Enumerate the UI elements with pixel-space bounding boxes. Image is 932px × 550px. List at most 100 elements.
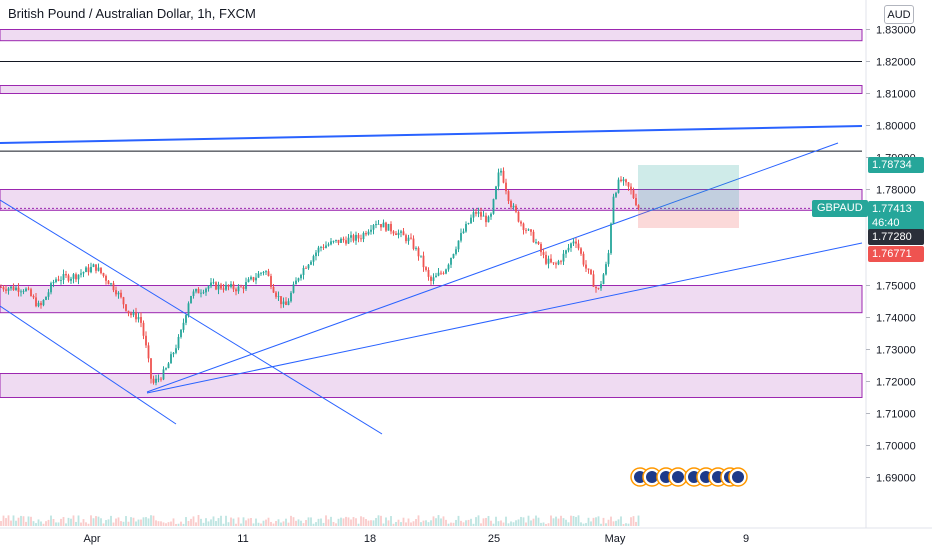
candle-body <box>102 273 105 276</box>
candle-body <box>282 301 285 305</box>
candle-body <box>577 243 580 249</box>
volume-bar <box>382 523 385 526</box>
volume-bar <box>140 519 142 526</box>
candle-body <box>97 267 100 271</box>
volume-bar <box>455 519 457 526</box>
price-tick-label: 1.74000 <box>876 313 916 325</box>
volume-bar <box>367 520 370 526</box>
volume-bar <box>597 516 600 526</box>
volume-bar <box>235 523 237 526</box>
long-position-tool[interactable] <box>638 165 739 228</box>
candle-body <box>90 266 92 273</box>
volume-bar <box>345 516 347 526</box>
volume-bar <box>577 515 580 526</box>
volume-bar <box>610 516 612 526</box>
volume-bar <box>115 518 117 526</box>
candle-body <box>257 273 260 278</box>
volume-bar <box>175 523 177 526</box>
candle-body <box>365 233 367 235</box>
volume-bars <box>0 515 640 526</box>
candle-body <box>517 211 520 222</box>
volume-bar <box>495 516 497 526</box>
candle-body <box>277 296 280 297</box>
volume-bar <box>482 518 485 526</box>
volume-bar <box>340 517 342 526</box>
volume-bar <box>590 521 592 526</box>
candle-body <box>40 302 42 306</box>
volume-bar <box>417 515 420 526</box>
candle-body <box>570 243 572 248</box>
candle-body <box>465 223 467 232</box>
volume-bar <box>627 523 630 526</box>
volume-bar <box>400 522 402 526</box>
candle-body <box>385 222 387 231</box>
volume-bar <box>255 518 257 526</box>
candle-body <box>372 225 375 230</box>
candle-body <box>335 239 337 241</box>
volume-bar <box>327 519 330 526</box>
rising-trendline-shallow <box>146 242 863 394</box>
time-tick-label: Apr <box>83 533 100 545</box>
volume-bar <box>357 523 360 526</box>
volume-bar <box>27 516 30 526</box>
candle-body <box>482 215 485 217</box>
candle-body <box>550 258 552 263</box>
volume-bar <box>277 519 280 526</box>
zone-4 <box>0 373 863 398</box>
time-axis[interactable]: Apr 11 18 25 May 9 <box>83 533 749 545</box>
volume-bar <box>50 515 52 526</box>
candle-body <box>42 299 45 306</box>
trendlines[interactable] <box>0 125 863 435</box>
volume-bar <box>192 516 195 526</box>
candle-body <box>375 224 377 226</box>
candle-body <box>207 286 210 289</box>
volume-bar <box>612 521 615 526</box>
candle-body <box>157 378 160 380</box>
volume-bar <box>202 522 205 526</box>
candle-body <box>7 288 10 291</box>
volume-bar <box>65 523 67 526</box>
volume-bar <box>545 523 547 526</box>
price-tick-label: 1.80000 <box>876 121 916 133</box>
volume-bar <box>262 520 265 526</box>
volume-bar <box>247 518 250 526</box>
candle-body <box>427 269 430 277</box>
candle-body <box>410 237 412 239</box>
economic-events[interactable] <box>630 467 748 487</box>
volume-bar <box>120 521 122 526</box>
volume-bar <box>410 522 412 526</box>
time-tick-label: 25 <box>488 533 500 545</box>
volume-bar <box>210 519 212 526</box>
volume-bar <box>167 522 170 526</box>
candle-body <box>480 212 482 217</box>
candle-body <box>242 287 245 289</box>
candle-body <box>52 282 55 284</box>
price-tick-label: 1.82000 <box>876 57 916 69</box>
price-axis[interactable]: 1.830001.820001.810001.800001.790001.780… <box>866 25 916 485</box>
candle-body <box>637 205 640 209</box>
volume-bar <box>487 516 490 526</box>
candle-body <box>490 213 492 217</box>
candle-body <box>137 317 140 320</box>
volume-bar <box>127 521 130 526</box>
candle-body <box>342 238 345 241</box>
candle-body <box>235 289 237 292</box>
candle-body <box>155 378 157 383</box>
candle-body <box>435 275 437 278</box>
candle-body <box>362 233 365 240</box>
candle-body <box>632 190 635 198</box>
candle-body <box>455 249 457 254</box>
candle-body <box>412 238 415 249</box>
candle-body <box>75 274 77 280</box>
candle-body <box>320 247 322 248</box>
volume-bar <box>110 515 112 526</box>
volume-bar <box>250 518 252 526</box>
volume-bar <box>465 520 467 526</box>
candle-body <box>30 289 32 297</box>
volume-bar <box>497 521 500 526</box>
candle-body <box>255 277 257 281</box>
volume-bar <box>82 519 85 526</box>
candle-body <box>437 272 440 276</box>
currency-button[interactable]: AUD <box>884 5 914 24</box>
